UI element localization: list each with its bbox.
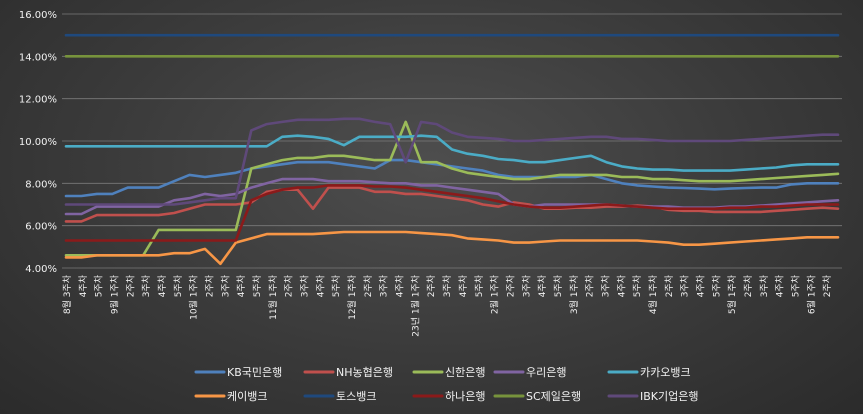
x-tick-label: 3주차 bbox=[378, 274, 390, 297]
x-tick-label: 3주차 bbox=[758, 274, 770, 297]
legend-label: 케이뱅크 bbox=[227, 390, 267, 403]
x-tick-label: 2월 1주차 bbox=[489, 274, 501, 314]
series-line bbox=[64, 158, 840, 198]
legend-label: KB국민은행 bbox=[227, 366, 282, 379]
x-tick-label: 2주차 bbox=[584, 274, 596, 297]
x-tick-label: 3주차 bbox=[520, 274, 532, 297]
x-tick-label: 5주차 bbox=[330, 274, 342, 297]
x-tick-label: 3월 1주차 bbox=[568, 274, 580, 314]
x-tick-label: 23년 1월 1주차 bbox=[409, 274, 421, 336]
legend-label: 하나은행 bbox=[445, 389, 485, 403]
legend-label: 카카오뱅크 bbox=[640, 366, 691, 379]
x-tick-label: 4월 1주차 bbox=[647, 274, 659, 314]
x-tick-label: 5월 1주차 bbox=[726, 274, 738, 314]
x-tick-label: 8월 3주차 bbox=[61, 274, 73, 314]
series-line bbox=[64, 117, 840, 206]
series-line bbox=[64, 184, 840, 242]
legend-label: NH농협은행 bbox=[336, 366, 393, 379]
x-tick-label: 4주차 bbox=[457, 274, 469, 297]
series-lines bbox=[64, 33, 840, 266]
legend-label: SC제일은행 bbox=[526, 389, 581, 403]
x-tick-label: 2주차 bbox=[204, 274, 216, 297]
x-tick-label: 10월 1주차 bbox=[188, 274, 200, 320]
y-tick-label: 6.00% bbox=[25, 222, 57, 233]
x-tick-label: 9월 1주차 bbox=[109, 274, 121, 314]
x-tick-label: 6월 1주차 bbox=[805, 274, 817, 314]
x-tick-label: 4주차 bbox=[615, 274, 627, 297]
x-tick-label: 2주차 bbox=[504, 274, 516, 297]
x-tick-label: 2주차 bbox=[124, 274, 136, 297]
series-line bbox=[64, 134, 840, 172]
x-tick-label: 5주차 bbox=[631, 274, 643, 297]
y-axis-ticks: 4.00% 6.00% 8.00% 10.00% 12.00% 14.00% 16.00% bbox=[19, 10, 57, 275]
series-line bbox=[64, 120, 840, 257]
y-tick-label: 12.00% bbox=[19, 95, 57, 106]
x-tick-label: 3주차 bbox=[219, 274, 231, 297]
x-tick-label: 2주차 bbox=[663, 274, 675, 297]
x-tick-label: 4주차 bbox=[235, 274, 247, 297]
x-tick-label: 4주차 bbox=[695, 274, 707, 297]
x-tick-label: 2주차 bbox=[742, 274, 754, 297]
x-tick-label: 4주차 bbox=[774, 274, 786, 297]
x-tick-label: 11월 1주차 bbox=[267, 274, 279, 320]
x-tick-label: 4주차 bbox=[77, 274, 89, 297]
x-axis-ticks: 8월 3주차 4주차 5주차 9월 1주차 2주차 3주차 4주차 5주차 10월 1주차 2주차… bbox=[61, 274, 833, 336]
x-tick-label: 5주차 bbox=[790, 274, 802, 297]
x-tick-label: 5주차 bbox=[172, 274, 184, 297]
y-tick-label: 14.00% bbox=[19, 52, 57, 63]
x-tick-label: 5주차 bbox=[93, 274, 105, 297]
x-tick-label: 2주차 bbox=[425, 274, 437, 297]
x-tick-label: 4주차 bbox=[536, 274, 548, 297]
x-tick-label: 4주차 bbox=[394, 274, 406, 297]
y-tick-label: 10.00% bbox=[19, 137, 57, 148]
y-tick-label: 4.00% bbox=[25, 264, 57, 275]
x-tick-label: 4주차 bbox=[314, 274, 326, 297]
x-tick-label: 2주차 bbox=[362, 274, 374, 297]
x-tick-label: 2주차 bbox=[821, 274, 833, 297]
x-tick-label: 3주차 bbox=[299, 274, 311, 297]
legend-label: 토스뱅크 bbox=[336, 390, 376, 403]
x-tick-label: 12월 1주차 bbox=[346, 274, 358, 320]
legend-label: 신한은행 bbox=[445, 366, 485, 379]
x-tick-label: 3주차 bbox=[441, 274, 453, 297]
x-tick-label: 5주차 bbox=[251, 274, 263, 297]
y-tick-label: 16.00% bbox=[19, 10, 57, 21]
x-tick-label: 5주차 bbox=[710, 274, 722, 297]
x-tick-label: 3주차 bbox=[679, 274, 691, 297]
x-tick-label: 5주차 bbox=[552, 274, 564, 297]
series-line bbox=[64, 230, 840, 266]
y-tick-label: 8.00% bbox=[25, 179, 57, 190]
x-tick-label: 4주차 bbox=[156, 274, 168, 297]
legend-label: 우리은행 bbox=[526, 366, 566, 379]
x-tick-label: 5주차 bbox=[473, 274, 485, 297]
x-tick-label: 2주차 bbox=[283, 274, 295, 297]
x-tick-label: 3주차 bbox=[599, 274, 611, 297]
x-tick-label: 3주차 bbox=[140, 274, 152, 297]
series-line bbox=[64, 186, 840, 223]
legend-label: IBK기업은행 bbox=[640, 390, 698, 403]
